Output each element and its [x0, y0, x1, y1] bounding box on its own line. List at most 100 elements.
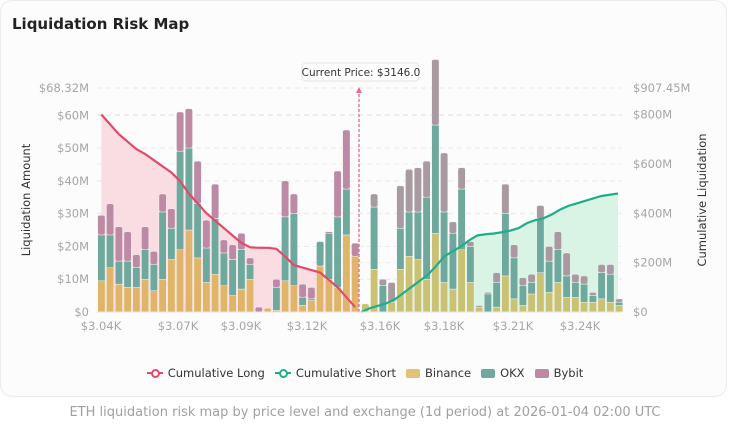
y-tick-label: $68.32M	[39, 81, 89, 95]
y-tick-label: $50M	[57, 141, 89, 155]
bar-bybit	[193, 160, 202, 205]
bar-bybit	[184, 108, 193, 149]
bar-okx	[193, 203, 202, 259]
bar-bybit	[167, 208, 176, 229]
bar-binance	[562, 297, 571, 313]
bar-okx	[405, 211, 414, 257]
bar-okx	[571, 282, 580, 298]
bar-bybit	[580, 275, 589, 285]
bar-binance	[114, 283, 123, 313]
bar-binance	[123, 287, 132, 313]
bar-bybit	[141, 226, 149, 250]
bar-bybit	[114, 226, 123, 262]
bar-okx	[379, 285, 387, 313]
bar-okx	[132, 267, 141, 288]
bar-okx	[466, 246, 475, 283]
y2-tick-label: $907.45M	[633, 81, 690, 95]
bar-binance	[141, 279, 149, 313]
bar-okx	[167, 228, 176, 260]
bar-okx	[580, 283, 589, 303]
bar-bybit	[123, 231, 132, 262]
bar-binance	[281, 280, 290, 313]
bar-binance	[149, 290, 158, 313]
bar-binance	[298, 305, 307, 313]
bar-okx	[149, 264, 158, 291]
bar-binance	[97, 280, 106, 313]
bar-bybit	[325, 231, 333, 234]
bar-okx	[246, 264, 254, 280]
x-tick-label: $3.16K	[360, 319, 401, 333]
bar-okx	[325, 233, 333, 280]
legend-item-cumulative-long[interactable]: Cumulative Long	[146, 366, 265, 380]
legend-label: Binance	[424, 366, 472, 380]
bar-bybit	[211, 183, 219, 219]
x-tick-label: $3.12K	[287, 319, 328, 333]
bar-binance	[132, 287, 141, 313]
bar-okx	[422, 197, 431, 280]
bar-binance	[589, 301, 597, 313]
x-tick-label: $3.04K	[81, 319, 122, 333]
bar-binance	[219, 285, 228, 313]
y-tick-label: $0	[74, 305, 89, 319]
bar-binance	[290, 285, 298, 313]
bar-okx	[228, 259, 237, 296]
bar-bybit	[158, 193, 167, 213]
current-price-label-box	[301, 62, 420, 82]
y2-tick-label: $200M	[633, 256, 672, 270]
bar-binance	[536, 272, 545, 313]
bar-bybit	[370, 193, 379, 208]
y2-axis-title: Cumulative Liquidation	[695, 133, 709, 266]
bar-okx	[510, 257, 519, 300]
bar-binance	[527, 293, 536, 313]
bar-binance	[431, 233, 440, 313]
bar-bybit	[449, 221, 457, 234]
legend-item-bybit[interactable]: Bybit	[534, 366, 583, 380]
bar-okx	[457, 188, 466, 250]
bar-bybit	[475, 305, 484, 308]
bar-bybit	[97, 215, 106, 236]
bar-okx	[211, 218, 219, 275]
bar-binance	[158, 279, 167, 313]
bar-binance	[554, 282, 562, 313]
bar-binance	[492, 306, 501, 313]
bar-binance	[387, 301, 396, 313]
bar-okx	[484, 293, 492, 313]
bar-binance	[246, 279, 254, 313]
bar-binance	[176, 249, 184, 313]
bar-bybit	[298, 283, 307, 298]
bar-binance	[405, 256, 414, 313]
bar-bybit	[606, 264, 615, 275]
bar-bybit	[527, 274, 536, 283]
bar-okx	[597, 272, 606, 300]
bar-bybit	[510, 244, 519, 259]
legend-swatch-icon	[481, 368, 496, 378]
x-tick-label: $3.21K	[493, 319, 534, 333]
bar-okx	[589, 295, 597, 303]
bar-okx	[316, 241, 325, 267]
bar-bybit	[351, 242, 360, 257]
legend-item-binance[interactable]: Binance	[405, 366, 472, 380]
legend-item-cumulative-short[interactable]: Cumulative Short	[274, 366, 396, 380]
bar-bybit	[536, 205, 545, 219]
bar-binance	[263, 307, 272, 313]
bar-bybit	[254, 306, 263, 313]
bar-binance	[211, 274, 219, 313]
bar-bybit	[519, 277, 527, 286]
bar-bybit	[571, 274, 580, 283]
bar-binance	[106, 267, 114, 313]
legend-label: OKX	[500, 366, 525, 380]
bar-binance	[237, 288, 246, 313]
bar-bybit	[379, 279, 387, 286]
bar-okx	[440, 211, 449, 283]
y-tick-label: $20M	[57, 239, 89, 253]
bar-okx	[219, 252, 228, 286]
bar-okx	[106, 234, 114, 268]
bar-bybit	[202, 219, 211, 249]
bar-binance	[580, 301, 589, 313]
bar-binance	[228, 295, 237, 313]
legend-item-okx[interactable]: OKX	[481, 366, 525, 380]
bar-bybit	[484, 292, 492, 295]
legend-line-icon	[146, 368, 163, 378]
bar-okx	[307, 298, 316, 301]
x-tick-label: $3.18K	[424, 319, 465, 333]
